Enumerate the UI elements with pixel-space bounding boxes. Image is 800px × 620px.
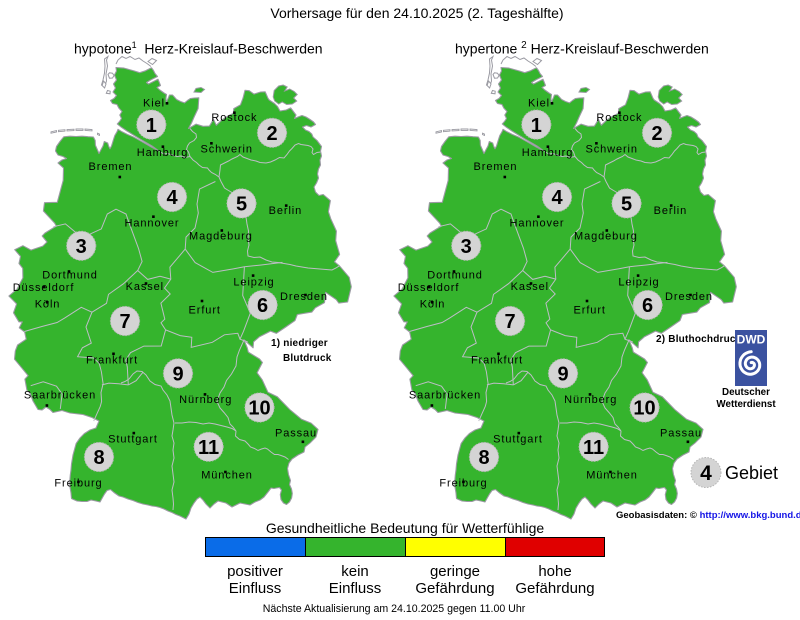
svg-text:4: 4 [700, 462, 712, 485]
svg-text:Gebiet: Gebiet [725, 463, 778, 483]
svg-text:DWD: DWD [737, 333, 766, 347]
